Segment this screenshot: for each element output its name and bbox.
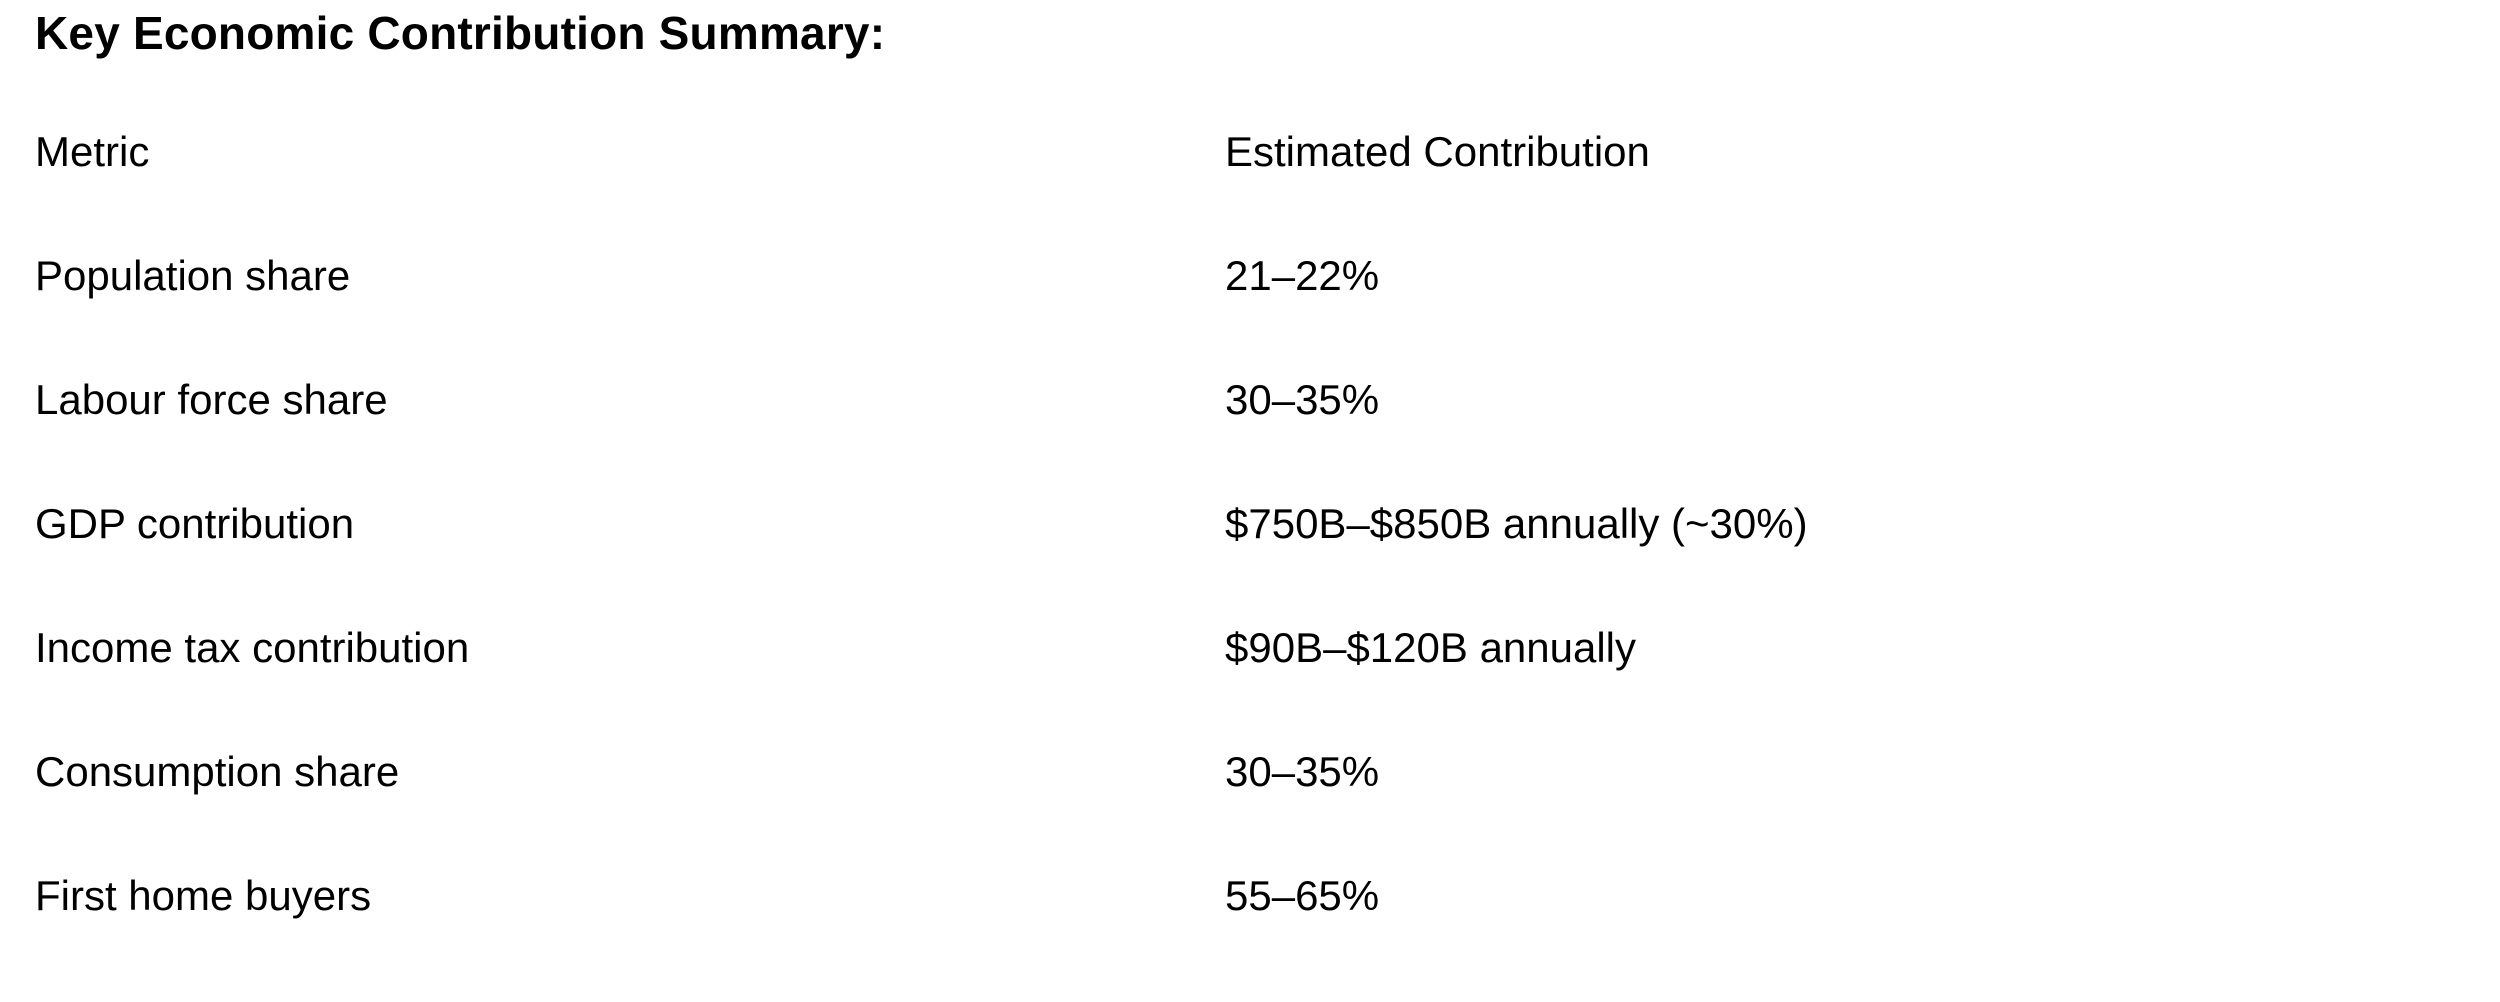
metric-cell: Consumption share (35, 748, 400, 795)
table-row: Consumption share 30–35% (35, 747, 2500, 871)
table-row: Population share 21–22% (35, 251, 2500, 375)
value-cell: 21–22% (1225, 252, 1380, 299)
value-cell: $750B–$850B annually (~30%) (1225, 500, 1808, 547)
table-row: First home buyers 55–65% (35, 871, 2500, 995)
value-cell: 30–35% (1225, 748, 1380, 795)
metric-cell: GDP contribution (35, 500, 355, 547)
metric-cell: Population share (35, 252, 351, 299)
metric-cell: First home buyers (35, 872, 372, 919)
value-cell: 55–65% (1225, 872, 1380, 919)
table-row: GDP contribution $750B–$850B annually (~… (35, 499, 2500, 623)
metric-cell: Labour force share (35, 376, 388, 423)
table-header-row: Metric Estimated Contribution (35, 127, 2500, 251)
column-header-estimated-contribution: Estimated Contribution (1225, 128, 1650, 175)
value-cell: 30–35% (1225, 376, 1380, 423)
metric-cell: Income tax contribution (35, 624, 470, 671)
table-row: Labour force share 30–35% (35, 375, 2500, 499)
column-header-metric: Metric (35, 128, 150, 175)
table-row: Income tax contribution $90B–$120B annua… (35, 623, 2500, 747)
value-cell: $90B–$120B annually (1225, 624, 1637, 671)
economic-summary-table: Metric Estimated Contribution Population… (35, 127, 2500, 995)
page-title: Key Economic Contribution Summary: (35, 7, 886, 59)
